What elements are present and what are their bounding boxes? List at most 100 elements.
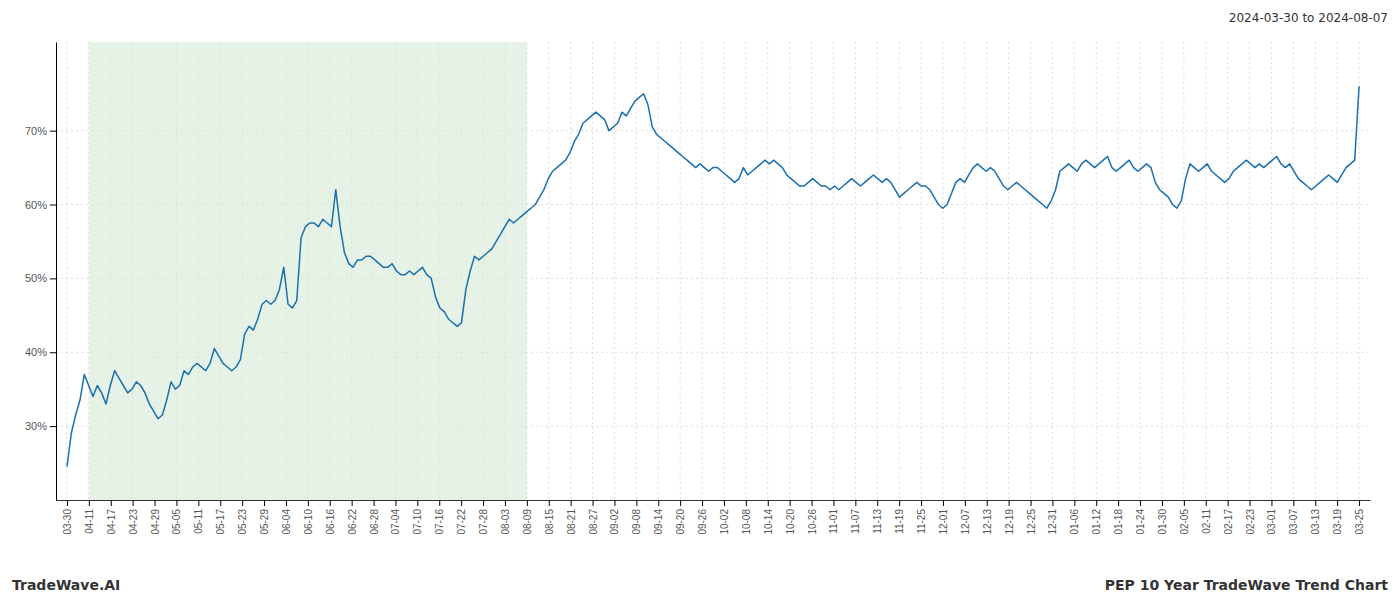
x-tick-label: 01-18 [1113, 509, 1124, 535]
x-tick-mark [527, 500, 528, 506]
x-tick-label: 04-17 [106, 509, 117, 535]
x-tick: 03-07 [1288, 500, 1299, 535]
x-tick-mark [987, 500, 988, 506]
grid-line-x [1074, 42, 1075, 500]
x-tick-label: 12-31 [1047, 509, 1058, 535]
grid-line-x [1183, 42, 1184, 500]
x-tick-label: 04-11 [84, 509, 95, 534]
grid-line-x [570, 42, 571, 500]
x-tick-mark [614, 500, 615, 506]
x-tick-mark [1228, 500, 1229, 506]
x-tick: 09-02 [609, 500, 620, 535]
grid-line-x [548, 42, 549, 500]
x-tick: 01-24 [1135, 500, 1146, 535]
x-tick-mark [461, 500, 462, 506]
x-tick-mark [242, 500, 243, 506]
x-tick-mark [877, 500, 878, 506]
x-tick-label: 09-08 [631, 509, 642, 535]
x-tick-mark [308, 500, 309, 506]
x-tick: 08-21 [566, 500, 577, 535]
x-tick-label: 04-29 [150, 509, 161, 535]
x-tick-label: 02-17 [1223, 509, 1234, 535]
x-tick-label: 10-20 [785, 509, 796, 535]
grid-line-x [1271, 42, 1272, 500]
grid-line-x [986, 42, 987, 500]
x-tick: 12-25 [1026, 500, 1037, 535]
grid-line-x [745, 42, 746, 500]
y-tick-label: 70% [25, 125, 47, 137]
x-tick: 12-19 [1004, 500, 1015, 535]
x-tick: 07-10 [412, 500, 423, 535]
x-axis-line [57, 500, 1371, 501]
x-tick-mark [111, 500, 112, 506]
x-tick: 04-23 [128, 500, 139, 535]
y-tick: 40% [25, 346, 56, 358]
grid-line-x [1337, 42, 1338, 500]
grid [56, 42, 1370, 500]
x-tick: 05-05 [171, 500, 182, 535]
x-tick-mark [67, 500, 68, 506]
x-tick-label: 09-14 [653, 509, 664, 535]
x-tick-mark [395, 500, 396, 506]
x-tick-label: 05-11 [193, 509, 204, 534]
chart-container: 03-3004-1104-1704-2304-2905-0505-1105-17… [0, 0, 1400, 600]
x-tick: 02-05 [1179, 500, 1190, 535]
grid-line-x [1052, 42, 1053, 500]
x-tick-mark [374, 500, 375, 506]
x-tick: 12-13 [982, 500, 993, 535]
x-tick-mark [1315, 500, 1316, 506]
x-tick-mark [1052, 500, 1053, 506]
x-tick-mark [1162, 500, 1163, 506]
grid-line-x [1161, 42, 1162, 500]
x-tick-label: 06-04 [281, 509, 292, 535]
grid-line-x [921, 42, 922, 500]
x-tick-label: 10-26 [807, 509, 818, 535]
grid-line-x [789, 42, 790, 500]
grid-line-x [1249, 42, 1250, 500]
x-tick-label: 06-22 [347, 509, 358, 535]
x-tick: 01-18 [1113, 500, 1124, 535]
x-tick-label: 03-01 [1266, 509, 1277, 535]
x-tick-mark [965, 500, 966, 506]
x-tick-label: 03-13 [1310, 509, 1321, 535]
x-tick-mark [220, 500, 221, 506]
x-tick-label: 01-24 [1135, 509, 1146, 535]
y-tick-mark [50, 352, 56, 353]
grid-line-x [66, 42, 67, 500]
x-tick: 07-04 [390, 500, 401, 535]
x-tick-mark [1140, 500, 1141, 506]
x-tick-label: 03-19 [1332, 509, 1343, 535]
x-tick: 06-04 [281, 500, 292, 535]
x-tick-label: 04-23 [128, 509, 139, 535]
x-tick-label: 12-25 [1026, 509, 1037, 535]
x-tick: 01-12 [1091, 500, 1102, 535]
x-tick: 06-10 [303, 500, 314, 535]
x-tick: 11-13 [872, 500, 883, 534]
y-axis-line [56, 43, 57, 501]
x-tick: 03-30 [62, 500, 73, 535]
x-tick-mark [1206, 500, 1207, 506]
y-tick: 70% [25, 125, 56, 137]
y-tick-label: 60% [25, 199, 47, 211]
x-tick-mark [439, 500, 440, 506]
x-tick-label: 01-06 [1069, 509, 1080, 535]
grid-line-x [899, 42, 900, 500]
x-tick-label: 07-04 [390, 509, 401, 535]
x-tick: 12-01 [938, 500, 949, 535]
x-tick-mark [1359, 500, 1360, 506]
x-tick-mark [286, 500, 287, 506]
y-tick-label: 40% [25, 346, 47, 358]
x-tick: 07-16 [434, 500, 445, 535]
x-tick-mark [899, 500, 900, 506]
x-tick: 12-07 [960, 500, 971, 535]
y-tick: 60% [25, 199, 56, 211]
x-tick: 07-22 [456, 500, 467, 535]
x-tick: 10-26 [807, 500, 818, 535]
x-tick: 10-20 [785, 500, 796, 535]
grid-line-x [592, 42, 593, 500]
x-tick-mark [943, 500, 944, 506]
x-tick: 10-08 [741, 500, 752, 535]
x-tick-label: 08-09 [522, 509, 533, 535]
x-tick-label: 02-23 [1245, 509, 1256, 535]
title: PEP 10 Year TradeWave Trend Chart [1105, 577, 1389, 593]
